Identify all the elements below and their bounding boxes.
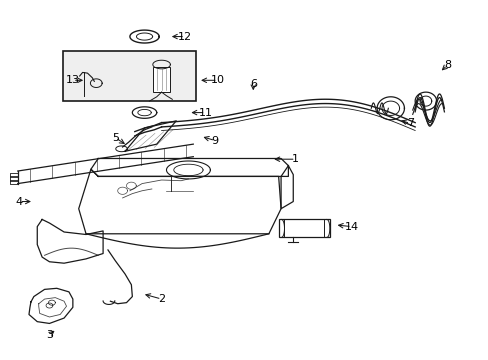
Text: 14: 14	[344, 222, 358, 231]
Bar	[278, 220, 329, 237]
Text: 7: 7	[406, 118, 413, 128]
Bar	[63, 51, 195, 101]
Text: 1: 1	[292, 154, 299, 164]
Text: 6: 6	[249, 79, 256, 89]
Bar	[153, 67, 170, 92]
Text: 4: 4	[16, 197, 23, 207]
Text: 13: 13	[66, 75, 80, 85]
Text: 3: 3	[46, 330, 53, 340]
Text: 8: 8	[443, 60, 450, 70]
Text: 12: 12	[178, 32, 192, 41]
Text: 10: 10	[210, 75, 224, 85]
Text: 9: 9	[211, 136, 218, 145]
Text: 11: 11	[198, 108, 212, 118]
Text: 2: 2	[158, 294, 165, 304]
Text: 5: 5	[112, 133, 119, 143]
